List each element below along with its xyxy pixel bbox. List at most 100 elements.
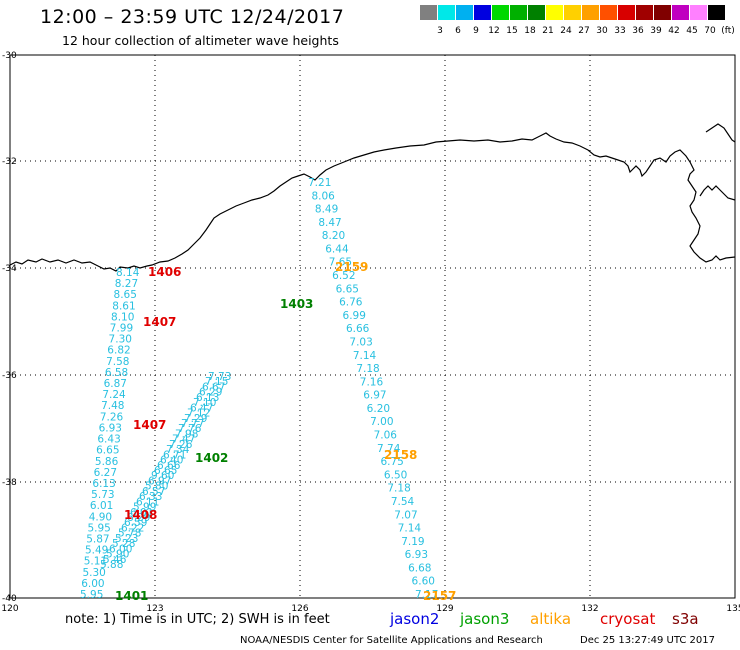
- color-scale-label: 36: [632, 26, 644, 36]
- swh-label: 7.06: [374, 430, 398, 442]
- latitude-label: -38: [2, 478, 17, 488]
- pass-time-label: 1401: [115, 589, 148, 603]
- swh-label: 6.66: [346, 323, 370, 335]
- color-scale-label: 6: [455, 26, 461, 36]
- swh-label: 6.20: [367, 403, 390, 415]
- swh-label: 7.76: [178, 423, 202, 435]
- swh-label: 6.29: [199, 387, 222, 399]
- color-swatch: [690, 5, 707, 20]
- swh-label: 6.00: [109, 543, 132, 555]
- swh-label: 7.26: [100, 411, 124, 423]
- color-scale-label: 12: [488, 26, 500, 36]
- swh-label: 8.61: [112, 300, 135, 312]
- swh-label: 7.24: [102, 389, 126, 401]
- swh-label: 6.01: [90, 500, 113, 512]
- map-frame: [9, 54, 736, 599]
- color-scale-label: 30: [596, 26, 608, 36]
- swh-label: 5.28: [112, 538, 135, 550]
- color-scale-label: 42: [668, 26, 680, 36]
- color-scale-label: 3: [437, 26, 443, 36]
- swh-label: 6.43: [97, 434, 120, 446]
- longitude-label: 120: [1, 604, 18, 614]
- swh-label: 7.73: [208, 371, 231, 383]
- swh-label: 6.65: [336, 283, 359, 295]
- latitude-label: -32: [2, 157, 17, 167]
- swh-label: 8.06: [311, 190, 335, 202]
- swh-label: 8.27: [115, 278, 138, 290]
- swh-label: 7.48: [101, 400, 124, 412]
- color-swatch: [438, 5, 455, 20]
- latitude-label: -36: [2, 371, 17, 381]
- swh-label: 6.65: [96, 445, 119, 457]
- swh-label: 7.47: [172, 434, 195, 446]
- pass-time-label: 2159: [335, 260, 368, 274]
- swh-label: 7.14: [398, 523, 422, 535]
- longitude-label: 129: [436, 604, 453, 614]
- swh-label: 8.20: [322, 230, 345, 242]
- swh-label: 7.10: [193, 397, 216, 409]
- swh-label: 7.99: [110, 323, 133, 335]
- swh-label: 7.30: [109, 334, 132, 346]
- swh-label: 6.00: [81, 578, 104, 590]
- swh-label: 7.00: [370, 416, 393, 428]
- pass-time-labels: 1406 1407 1407 1408 1403 1402 1401 2159 2158 2157: [115, 260, 456, 603]
- pass-time-label: 1407: [133, 418, 166, 432]
- altimeter-tracks: 8.148.278.658.618.107.997.306.827.586.58…: [80, 177, 438, 601]
- pass-time-label: 2158: [384, 448, 417, 462]
- map-subtitle: 12 hour collection of altimeter wave hei…: [62, 33, 339, 48]
- swh-label: 8.47: [318, 217, 341, 229]
- swh-label: 6.87: [104, 378, 127, 390]
- pass-time-label: 1407: [143, 315, 176, 329]
- swh-label: 7.15: [205, 376, 228, 388]
- color-swatch: [708, 5, 725, 20]
- swh-label: 8.49: [315, 204, 338, 216]
- swh-label: 7.07: [394, 509, 417, 521]
- swh-label: 6.33: [139, 491, 162, 503]
- swh-label: 7.26: [169, 439, 193, 451]
- swh-label: 5.49: [85, 545, 108, 557]
- swh-label: 6.27: [94, 467, 117, 479]
- map-title: 12:00 – 23:59 UTC 12/24/2017: [40, 6, 345, 28]
- swh-label: 6.29: [127, 512, 150, 524]
- color-scale-label: 33: [614, 26, 626, 36]
- pass-time-label: 1406: [148, 265, 181, 279]
- color-scale-label: 9: [473, 26, 479, 36]
- latitude-label: -34: [2, 264, 17, 274]
- credit-line: NOAA/NESDIS Center for Satellite Applica…: [240, 635, 543, 646]
- swh-label: 5.80: [145, 481, 168, 493]
- color-swatch: [492, 5, 509, 20]
- swh-label: 6.52: [332, 270, 355, 282]
- swh-label: 7.65: [329, 257, 352, 269]
- swh-label: 5.87: [86, 533, 109, 545]
- swh-label: 7.03: [349, 336, 372, 348]
- swh-label: 6.76: [339, 297, 363, 309]
- swh-label: 5.86: [95, 456, 119, 468]
- latitude-label: -30: [2, 51, 17, 61]
- color-swatch: [564, 5, 581, 20]
- swh-label: 8.14: [116, 267, 140, 279]
- pass-time-label: 1403: [280, 297, 313, 311]
- longitude-label: 132: [581, 604, 598, 614]
- swh-label: 6.13: [92, 478, 115, 490]
- swh-label: 7.12: [187, 408, 210, 420]
- swh-label: 5.78: [118, 528, 141, 540]
- swh-label: 7.77: [181, 418, 204, 430]
- swh-label: 6.44: [325, 243, 349, 255]
- color-scale-label: 18: [524, 26, 536, 36]
- color-swatch: [636, 5, 653, 20]
- swh-label: 6.58: [105, 367, 128, 379]
- color-swatch: [654, 5, 671, 20]
- swh-label: 5.11: [84, 556, 107, 568]
- swh-label: 7.17: [415, 589, 438, 601]
- swh-label: 6.67: [202, 381, 225, 393]
- swh-label: 6.57: [142, 486, 165, 498]
- swh-label: 5.23: [115, 533, 138, 545]
- color-swatch: [474, 5, 491, 20]
- swh-label: 7.34: [166, 444, 190, 456]
- swh-label: 6.40: [160, 455, 183, 467]
- legend-altika: altika: [530, 610, 572, 628]
- swh-label: 6.97: [363, 390, 386, 402]
- swh-label: 6.13: [196, 392, 219, 404]
- swh-label: 6.59: [124, 517, 147, 529]
- swh-label: 5.95: [80, 589, 103, 601]
